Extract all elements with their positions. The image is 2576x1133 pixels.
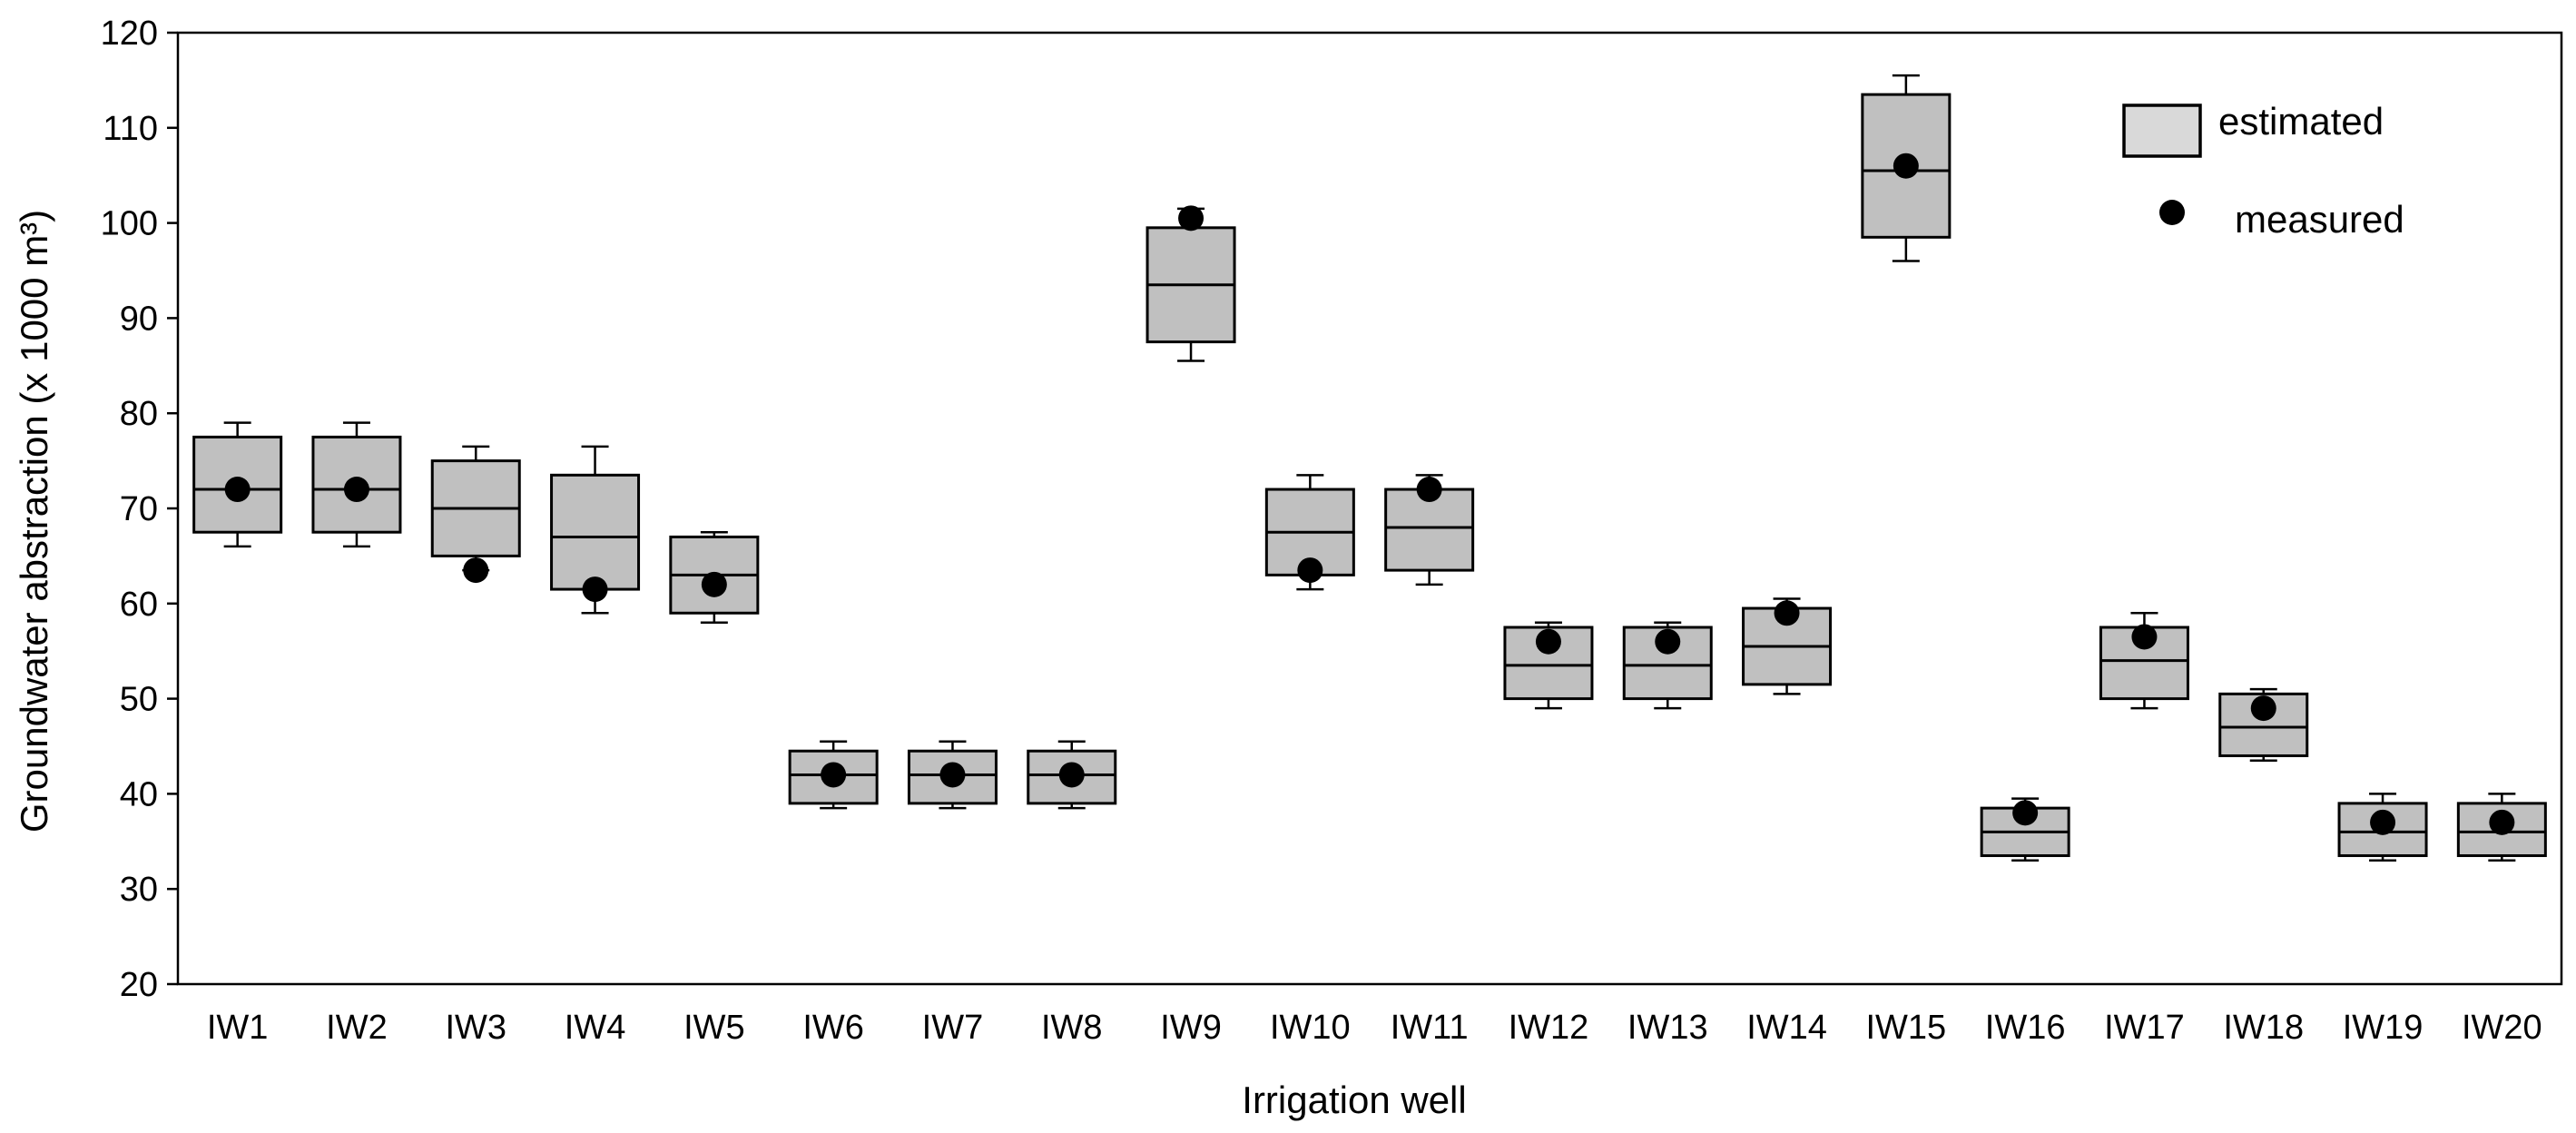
- box-iw4: [550, 445, 641, 615]
- y-tick-label: 100: [101, 205, 158, 243]
- y-tick-label: 110: [103, 110, 158, 148]
- y-tick-label: 40: [120, 775, 158, 813]
- measured-point-iw2: [343, 477, 369, 503]
- y-tick-label: 120: [101, 15, 158, 53]
- x-tick-label: IW5: [683, 1009, 745, 1047]
- y-tick-label: 90: [120, 300, 158, 338]
- y-tick-label: 20: [120, 966, 158, 1004]
- measured-point-iw1: [224, 477, 251, 503]
- x-tick-label: IW10: [1270, 1009, 1351, 1047]
- legend-label-estimated: estimated: [2218, 100, 2384, 143]
- measured-point-iw18: [2250, 695, 2276, 722]
- box-iw3: [430, 445, 521, 572]
- boxes: [192, 74, 2547, 862]
- plot-area-frame: [176, 31, 2563, 986]
- box-iqr: [2218, 692, 2309, 757]
- x-tick-label: IW7: [922, 1009, 984, 1047]
- box-iw18: [2218, 687, 2309, 762]
- measured-point-iw8: [1058, 762, 1085, 788]
- y-tick-label: 50: [120, 681, 158, 719]
- measured-point-iw20: [2489, 809, 2515, 835]
- box-iqr: [550, 473, 641, 591]
- legend: estimated measured: [2122, 100, 2404, 241]
- x-tick-label: IW18: [2223, 1009, 2304, 1047]
- measured-point-iw16: [2012, 800, 2039, 826]
- measured-point-iw10: [1297, 557, 1323, 584]
- x-tick-label: IW8: [1041, 1009, 1103, 1047]
- x-axis: IW1 IW2 IW3 IW4 IW5 IW6 IW7 IW8 IW9 IW10 IW11 IW12 I…: [207, 1009, 2542, 1047]
- measured-point-iw4: [582, 576, 608, 603]
- legend-dot-symbol: [2159, 200, 2185, 225]
- measured-point-iw13: [1655, 628, 1681, 655]
- x-tick-label: IW11: [1391, 1009, 1469, 1047]
- y-tick-label: 60: [120, 586, 158, 624]
- x-tick-label: IW1: [207, 1009, 269, 1047]
- x-tick-label: IW2: [326, 1009, 388, 1047]
- measured-point-iw15: [1893, 153, 1919, 179]
- legend-box-symbol: [2122, 103, 2202, 158]
- x-axis-label: Irrigation well: [1242, 1079, 1466, 1121]
- measured-point-iw12: [1535, 628, 1561, 655]
- y-tick-label: 30: [120, 871, 158, 909]
- y-axis-label: Groundwater abstraction (x 1000 m³): [13, 210, 55, 833]
- box-iw9: [1145, 207, 1236, 362]
- y-tick-label: 80: [120, 395, 158, 433]
- measured-point-iw3: [463, 557, 489, 584]
- measured-point-iw7: [939, 762, 966, 788]
- measured-point-iw14: [1774, 600, 1800, 626]
- x-tick-label: IW19: [2343, 1009, 2424, 1047]
- x-tick-label: IW6: [802, 1009, 864, 1047]
- measured-point-iw11: [1416, 477, 1442, 503]
- measured-point-iw6: [821, 762, 847, 788]
- x-tick-label: IW17: [2104, 1009, 2185, 1047]
- measured-point-iw17: [2131, 624, 2158, 650]
- x-tick-label: IW16: [1985, 1009, 2066, 1047]
- x-tick-label: IW4: [565, 1009, 626, 1047]
- x-tick-label: IW20: [2462, 1009, 2542, 1047]
- legend-label-measured: measured: [2235, 198, 2404, 241]
- box-iw2: [311, 421, 402, 548]
- x-tick-label: IW3: [445, 1009, 506, 1047]
- y-axis: 20 30 40 50 60 70 80 90 100 110 120: [101, 15, 178, 1004]
- measured-point-iw5: [701, 571, 727, 597]
- x-tick-label: IW15: [1865, 1009, 1946, 1047]
- measured-point-iw19: [2370, 809, 2396, 835]
- x-tick-label: IW13: [1627, 1009, 1708, 1047]
- x-tick-label: IW9: [1160, 1009, 1222, 1047]
- measured-points: [224, 153, 2515, 835]
- x-tick-label: IW14: [1746, 1009, 1827, 1047]
- x-tick-label: IW12: [1509, 1009, 1589, 1047]
- y-tick-label: 70: [120, 490, 158, 528]
- measured-point-iw9: [1178, 205, 1204, 232]
